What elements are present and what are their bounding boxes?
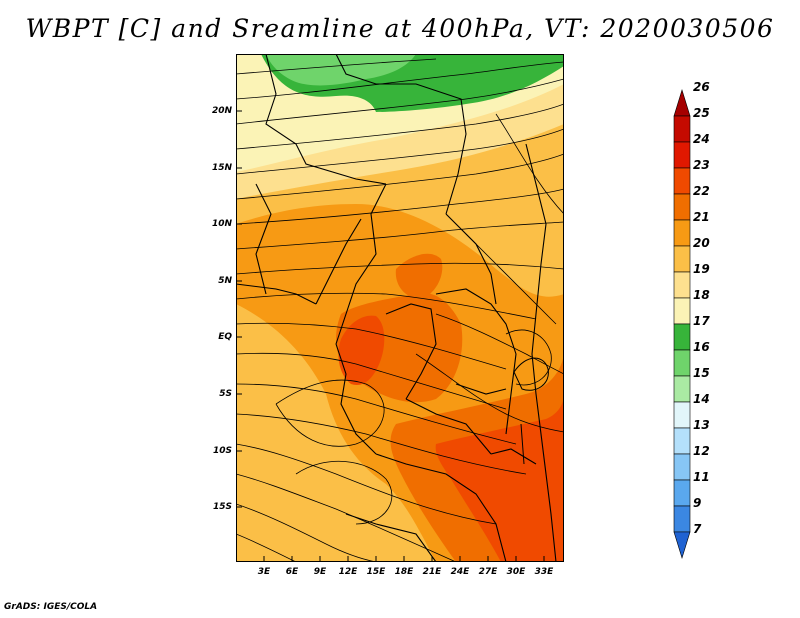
colorbar-segment [673,245,691,273]
colorbar-segment [673,453,691,481]
colorbar-segment [673,427,691,455]
colorbar-segment [673,141,691,169]
map-border [236,54,564,562]
lon-label-15e: 15E [366,567,386,577]
lon-label-6e: 6E [285,567,299,577]
streamlines [236,58,564,562]
lat-label-5s: 5S [219,389,232,399]
grads-credit: GrADS: IGES/COLA [4,602,98,612]
colorbar-segment [673,219,691,247]
wbpt-region-20-21-west [236,304,436,562]
lat-label-5n: 5N [218,276,232,286]
colorbar [673,88,691,560]
lat-label-15n: 15N [211,163,232,173]
colorbar-cap-bottom [673,531,691,560]
lon-label-9e: 9E [313,567,327,577]
map-panel [236,54,564,562]
colorbar-label-18: 18 [693,288,710,302]
colorbar-label-25: 25 [693,106,710,120]
colorbar-segment [673,271,691,299]
colorbar-label-17: 17 [693,314,710,328]
colorbar-label-26: 26 [693,80,710,94]
colorbar-label-21: 21 [693,210,710,224]
colorbar-segment [673,479,691,507]
colorbar-segment [673,349,691,377]
lon-label-33e: 33E [534,567,554,577]
wbpt-map [236,54,564,562]
colorbar-label-7: 7 [693,522,702,536]
lat-label-10n: 10N [211,219,232,229]
colorbar-cap-top [673,88,691,117]
colorbar-segment [673,193,691,221]
wbpt-region-23-24-east [435,394,564,562]
colorbar-label-14: 14 [693,392,710,406]
colorbar-segment [673,401,691,429]
wbpt-region-16-17 [266,54,416,86]
colorbar-segment [673,323,691,351]
colorbar-segment [673,297,691,325]
lat-label-20n: 20N [211,106,232,116]
colorbar-label-9: 9 [693,496,702,510]
lat-label-10s: 10S [212,446,232,456]
chart-title: WBPT [C] and Sreamline at 400hPa, VT: 20… [25,14,775,43]
lake-victoria [513,357,549,391]
lake-tanganyika [520,423,525,465]
wbpt-region-23-24-north [395,253,443,299]
lon-label-27e: 27E [478,567,498,577]
lon-label-30e: 30E [506,567,526,577]
colorbar-label-11: 11 [693,470,710,484]
colorbar-label-12: 12 [693,444,710,458]
map-ticks [236,110,545,562]
lon-label-12e: 12E [338,567,358,577]
colorbar-segment [673,505,691,533]
colorbar-label-24: 24 [693,132,710,146]
colorbar-label-22: 22 [693,184,710,198]
country-borders [236,54,557,562]
lon-label-21e: 21E [422,567,442,577]
colorbar-segment [673,167,691,195]
colorbar-segment [673,115,691,143]
colorbar-segment [673,375,691,403]
colorbar-label-20: 20 [693,236,710,250]
colorbar-label-23: 23 [693,158,710,172]
colorbar-label-13: 13 [693,418,710,432]
lon-label-18e: 18E [394,567,414,577]
colorbar-label-16: 16 [693,340,710,354]
lon-label-3e: 3E [257,567,271,577]
colorbar-label-19: 19 [693,262,710,276]
colorbar-label-15: 15 [693,366,710,380]
lat-label-eq: EQ [218,332,232,342]
lon-label-24e: 24E [450,567,470,577]
lat-label-15s: 15S [212,502,232,512]
